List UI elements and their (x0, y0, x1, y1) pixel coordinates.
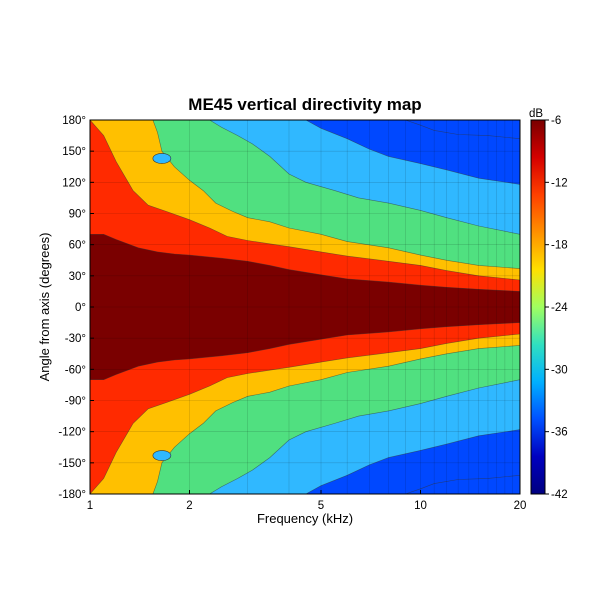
y-tick-label: -180° (58, 489, 86, 501)
y-tick-label: -60° (65, 364, 86, 376)
x-axis-ticks: 1 2 5 10 20 (87, 490, 527, 512)
chart-title: ME45 vertical directivity map (188, 95, 421, 114)
colorbar-ticks: -6 -12 -18 -24 -30 -36 -42 (545, 115, 568, 501)
x-tick-label: 20 (514, 500, 527, 512)
colorbar-unit: dB (529, 108, 543, 120)
x-axis-label: Frequency (kHz) (257, 511, 353, 526)
contour-pocket-2 (152, 450, 172, 461)
colorbar-tick-label: -18 (551, 240, 568, 252)
y-tick-label: 30° (69, 271, 86, 283)
contour-band-6db (90, 234, 520, 380)
y-tick-label: 0° (75, 302, 86, 314)
grid-layer (90, 120, 520, 494)
x-tick-label: 5 (318, 500, 324, 512)
contour-pocket-1 (152, 153, 172, 164)
y-axis-label: Angle from axis (degrees) (37, 233, 52, 382)
x-tick-label: 2 (186, 500, 192, 512)
y-tick-label: -120° (58, 427, 86, 439)
colorbar: dB -6 -12 -18 -24 -30 -36 -42 (529, 108, 568, 501)
colorbar-tick-label: -12 (551, 177, 568, 189)
y-tick-label: 150° (62, 146, 86, 158)
y-tick-label: -150° (58, 458, 86, 470)
x-tick-label: 1 (87, 500, 93, 512)
colorbar-tick-label: -30 (551, 364, 568, 376)
y-tick-label: 60° (69, 240, 86, 252)
colorbar-tick-label: -42 (551, 489, 568, 501)
colorbar-gradient (530, 119, 546, 495)
x-tick-label: 10 (414, 500, 427, 512)
y-tick-label: -90° (65, 396, 86, 408)
plot-area (90, 120, 520, 494)
y-tick-label: 90° (69, 209, 86, 221)
colorbar-tick-label: -24 (551, 302, 568, 314)
y-tick-label: -30° (65, 333, 86, 345)
y-axis-ticks: 180° 150° 120° 90° 60° 30° 0° -30° -60° -90° -120°… (58, 115, 94, 501)
y-tick-label: 180° (62, 115, 86, 127)
colorbar-tick-label: -36 (551, 427, 568, 439)
colorbar-tick-label: -6 (551, 115, 561, 127)
y-tick-label: 120° (62, 177, 86, 189)
